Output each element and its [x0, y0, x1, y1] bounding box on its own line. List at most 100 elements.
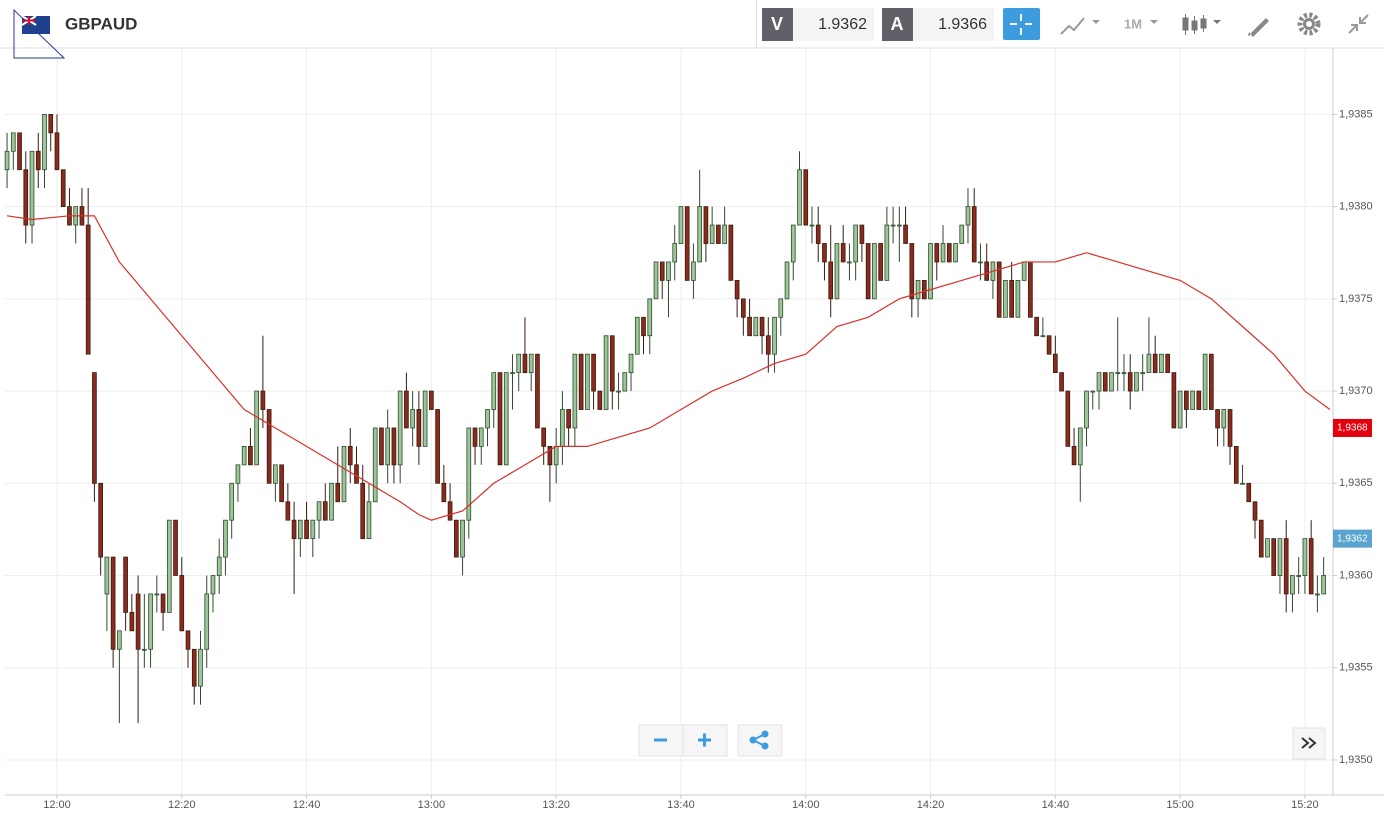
candle-body	[772, 316, 777, 355]
candle-body	[160, 593, 166, 613]
candle-body	[865, 243, 871, 300]
candle-body	[310, 519, 316, 540]
candle-body	[416, 409, 422, 447]
candle-body	[1233, 445, 1239, 484]
candle-body	[273, 464, 278, 484]
candle-body	[98, 482, 103, 558]
candle-body	[1121, 372, 1127, 375]
candle-body	[460, 519, 465, 558]
candle-body	[1090, 390, 1096, 393]
candle-body	[229, 482, 235, 521]
draw-button[interactable]	[1248, 18, 1269, 37]
scroll-end-button[interactable]	[1292, 727, 1326, 760]
candle-body	[522, 353, 528, 374]
moving-average-line	[6, 215, 1331, 521]
candle-body	[597, 390, 603, 410]
candle-body	[360, 482, 366, 540]
ask-label: A	[891, 14, 904, 34]
candle-body	[1177, 390, 1183, 429]
candle-body	[1159, 353, 1164, 374]
candle-body	[859, 224, 865, 244]
ask-box[interactable]	[913, 8, 994, 41]
x-tick-label: 15:20	[1291, 799, 1319, 811]
candle-body	[1065, 390, 1071, 447]
zoom-out-button[interactable]	[638, 724, 684, 757]
candle-body	[753, 316, 759, 337]
candle-body	[591, 353, 596, 392]
candle-body	[890, 224, 896, 227]
price-marker-label: 1,9368	[1337, 423, 1368, 434]
candle-body	[17, 132, 22, 171]
candle-body	[92, 372, 97, 484]
candle-body	[1302, 538, 1308, 576]
candle-body	[1071, 445, 1077, 466]
bid-box[interactable]	[793, 8, 874, 41]
candle-body	[1109, 372, 1114, 392]
x-tick-label: 12:20	[168, 799, 196, 811]
candle-body	[23, 169, 29, 226]
candle-body	[472, 427, 478, 447]
candle-body	[585, 353, 590, 410]
candle-style-button[interactable]	[1182, 14, 1221, 35]
candle-body	[179, 575, 185, 632]
candle-body	[578, 353, 584, 410]
toolbar	[0, 0, 1384, 48]
share-button[interactable]	[737, 724, 783, 757]
candle-body	[1190, 390, 1195, 410]
candle-body	[928, 243, 933, 300]
candle-body	[1296, 575, 1302, 577]
candle-body	[616, 390, 621, 393]
candle-body	[173, 519, 178, 576]
candle-body	[372, 427, 378, 503]
candle-body	[528, 353, 534, 374]
ask-badge[interactable]	[882, 8, 913, 41]
candle-body	[1152, 353, 1158, 374]
candle-body	[1052, 353, 1058, 374]
candle-body	[216, 556, 222, 576]
candle-body	[1140, 372, 1146, 375]
candle-body	[965, 206, 971, 226]
candle-body	[978, 261, 983, 264]
candle-body	[1221, 409, 1227, 429]
x-tick-label: 14:40	[1042, 799, 1070, 811]
chart-type-button[interactable]	[1060, 17, 1100, 35]
candle-body	[60, 169, 66, 208]
candle-body	[304, 519, 309, 540]
candle-body	[691, 261, 696, 281]
candle-body	[422, 390, 428, 447]
y-tick-label: 1,9360	[1339, 569, 1373, 581]
candle-body	[516, 353, 522, 374]
candle-body	[1265, 538, 1270, 558]
candle-body	[198, 648, 203, 687]
candle-body	[1059, 372, 1064, 392]
x-tick-label: 15:00	[1166, 799, 1194, 811]
x-tick-label: 14:00	[792, 799, 820, 811]
candle-body	[335, 482, 341, 503]
interval-button[interactable]: 1M	[1124, 16, 1142, 31]
x-tick-label: 12:00	[43, 799, 71, 811]
candle-body	[366, 501, 372, 540]
x-tick-label: 13:40	[667, 799, 695, 811]
candle-body	[435, 409, 440, 484]
candle-body	[35, 150, 41, 171]
candle-body	[547, 445, 553, 466]
candle-body	[790, 224, 796, 263]
candle-body	[747, 316, 752, 337]
symbol: GBPAUD	[65, 14, 137, 33]
candle-body	[996, 261, 1002, 318]
candle-body	[497, 372, 503, 466]
candle-body	[478, 427, 484, 447]
candle-body	[609, 335, 615, 392]
crosshair-button[interactable]	[1003, 8, 1040, 40]
candle-body	[235, 464, 241, 484]
candle-body	[847, 261, 852, 264]
candle-body	[429, 390, 434, 410]
zoom-in-button[interactable]	[682, 724, 728, 757]
candle-body	[204, 593, 210, 650]
bid-badge[interactable]	[762, 8, 793, 41]
collapse-button[interactable]	[1348, 14, 1369, 34]
candle-body	[672, 243, 678, 263]
candle-body	[453, 519, 459, 558]
settings-button[interactable]	[1297, 12, 1321, 36]
candle-body	[341, 445, 347, 503]
